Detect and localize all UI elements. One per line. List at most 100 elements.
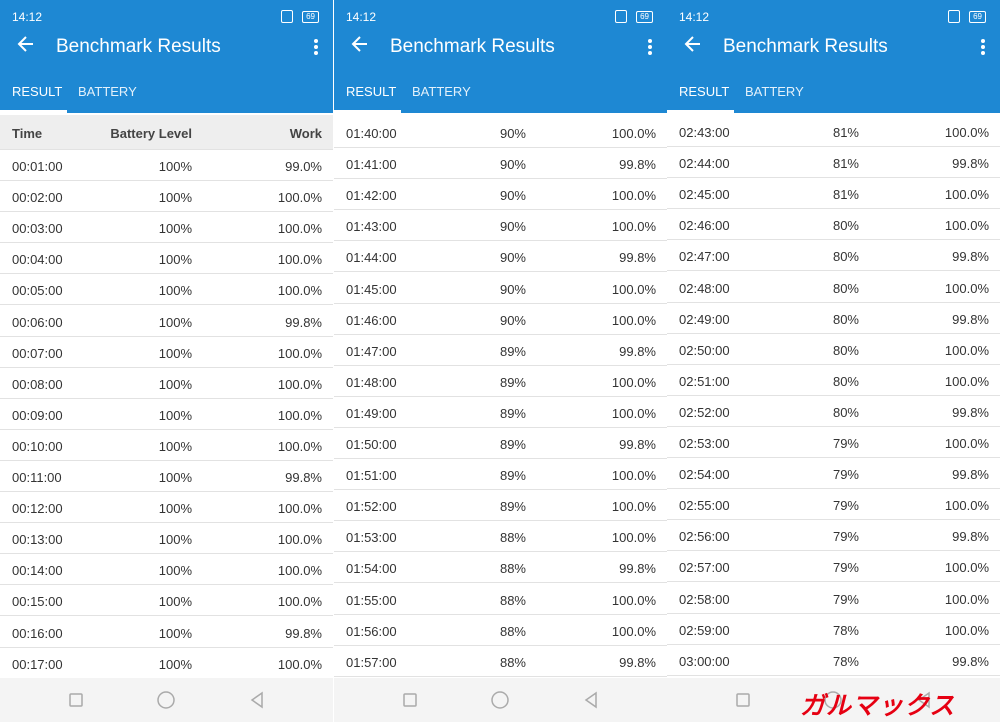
cell: 100.0% (277, 345, 322, 361)
cell: 80% (832, 280, 859, 296)
cell: 00:02:00 (12, 190, 63, 206)
cell: 100% (158, 656, 192, 672)
cell: 79% (832, 591, 859, 607)
cell: 01:57:00 (346, 654, 397, 670)
cell: 01:43:00 (346, 219, 397, 235)
cell: 00:16:00 (12, 625, 63, 641)
table-row: 02:51:00 80% 100.0% (667, 365, 1000, 396)
cell: 01:46:00 (346, 312, 397, 328)
cell: 100.0% (277, 532, 322, 548)
table-row: 01:52:00 89% 100.0% (334, 490, 667, 522)
cell: 100.0% (277, 283, 322, 299)
cell: 100.0% (944, 622, 989, 638)
cell: 01:53:00 (346, 530, 397, 546)
cell: 100% (158, 532, 192, 548)
cell: 100% (158, 314, 192, 330)
cell: 99.0% (285, 159, 322, 174)
cell: 99.8% (952, 467, 989, 483)
cell: 99.8% (285, 625, 322, 641)
cell: 100% (158, 625, 192, 641)
phone-screen: 14:12 69 Benchmark Results RESULT BATTERY Tim… (0, 0, 333, 722)
navigation-bar (0, 678, 333, 722)
table-row: 02:54:00 79% 99.8% (667, 458, 1000, 490)
cell: 99.8% (952, 156, 989, 172)
cell: 89% (499, 374, 526, 390)
back-button[interactable] (350, 34, 370, 59)
cell: 00:09:00 (12, 407, 63, 423)
cell: 81% (832, 125, 859, 140)
back-button[interactable] (683, 34, 703, 59)
nfc-icon (948, 10, 960, 23)
cell: 00:15:00 (12, 594, 63, 610)
cell: 01:45:00 (346, 281, 397, 297)
table-row: 02:52:00 80% 99.8% (667, 396, 1000, 427)
navigation-bar (334, 678, 667, 722)
table-row: 02:45:00 81% 100.0% (667, 178, 1000, 210)
tab[interactable]: BATTERY (412, 84, 471, 99)
table-row: 01:42:00 90% 100.0% (334, 179, 667, 211)
cell: 99.8% (952, 404, 989, 420)
column-header: Battery Level (110, 126, 192, 141)
table-row: 01:56:00 88% 100.0% (334, 615, 667, 646)
table-row: 01:44:00 90% 99.8% (334, 241, 667, 273)
cell: 100% (158, 438, 192, 454)
results-table: 02:43:00 81% 100.0% 02:44:00 81% 99.8% 02:45:0… (667, 113, 1000, 678)
cell: 99.8% (952, 311, 989, 327)
cell: 100% (158, 501, 192, 517)
overflow-menu[interactable] (647, 38, 653, 61)
cell: 01:41:00 (346, 157, 397, 173)
cell: 99.8% (285, 470, 322, 485)
cell: 100.0% (944, 591, 989, 607)
table-row: 03:00:00 78% 99.8% (667, 645, 1000, 676)
tab[interactable]: BATTERY (78, 84, 137, 99)
cell: 79% (832, 467, 859, 483)
cell: 81% (832, 187, 859, 203)
cell: 00:12:00 (12, 501, 63, 517)
table-row: 02:58:00 79% 100.0% (667, 583, 1000, 614)
tab[interactable]: RESULT (346, 84, 397, 99)
tab[interactable]: BATTERY (745, 84, 804, 99)
tab[interactable]: RESULT (12, 84, 63, 99)
cell: 79% (832, 529, 859, 545)
cell: 100.0% (277, 594, 322, 610)
cell: 88% (499, 592, 526, 608)
cell: 01:47:00 (346, 343, 397, 359)
cell: 100.0% (611, 592, 656, 608)
cell: 01:49:00 (346, 405, 397, 421)
tab[interactable]: RESULT (679, 84, 730, 99)
cell: 89% (499, 437, 526, 452)
cell: 100.0% (944, 560, 989, 576)
table-row: 01:51:00 89% 100.0% (334, 459, 667, 491)
cell: 89% (499, 499, 526, 515)
overflow-menu[interactable] (980, 38, 986, 61)
cell: 99.8% (619, 343, 656, 359)
table-row: 00:02:00 100% 100.0% (0, 181, 333, 213)
cell: 02:53:00 (679, 436, 730, 451)
cell: 02:58:00 (679, 591, 730, 607)
cell: 90% (499, 281, 526, 297)
cell: 100.0% (611, 499, 656, 515)
table-row: 00:12:00 100% 100.0% (0, 492, 333, 524)
cell: 02:48:00 (679, 280, 730, 296)
cell: 100.0% (611, 188, 656, 204)
cell: 100.0% (944, 280, 989, 296)
table-row: 02:43:00 81% 100.0% (667, 116, 1000, 147)
cell: 00:01:00 (12, 159, 63, 174)
cell: 100.0% (944, 342, 989, 358)
cell: 100.0% (277, 563, 322, 579)
back-button[interactable] (16, 34, 36, 59)
table-row: 02:56:00 79% 99.8% (667, 520, 1000, 552)
cell: 02:50:00 (679, 342, 730, 358)
table-row: 00:08:00 100% 100.0% (0, 368, 333, 399)
cell: 02:45:00 (679, 187, 730, 203)
table-row: 00:01:00 100% 99.0% (0, 150, 333, 181)
cell: 88% (499, 654, 526, 670)
cell: 100% (158, 407, 192, 423)
overflow-menu[interactable] (313, 38, 319, 61)
cell: 100.0% (611, 281, 656, 297)
cell: 100.0% (611, 530, 656, 546)
table-row: 00:06:00 100% 99.8% (0, 306, 333, 337)
cell: 02:46:00 (679, 218, 730, 234)
cell: 100% (158, 252, 192, 268)
table-row: 01:50:00 89% 99.8% (334, 428, 667, 459)
